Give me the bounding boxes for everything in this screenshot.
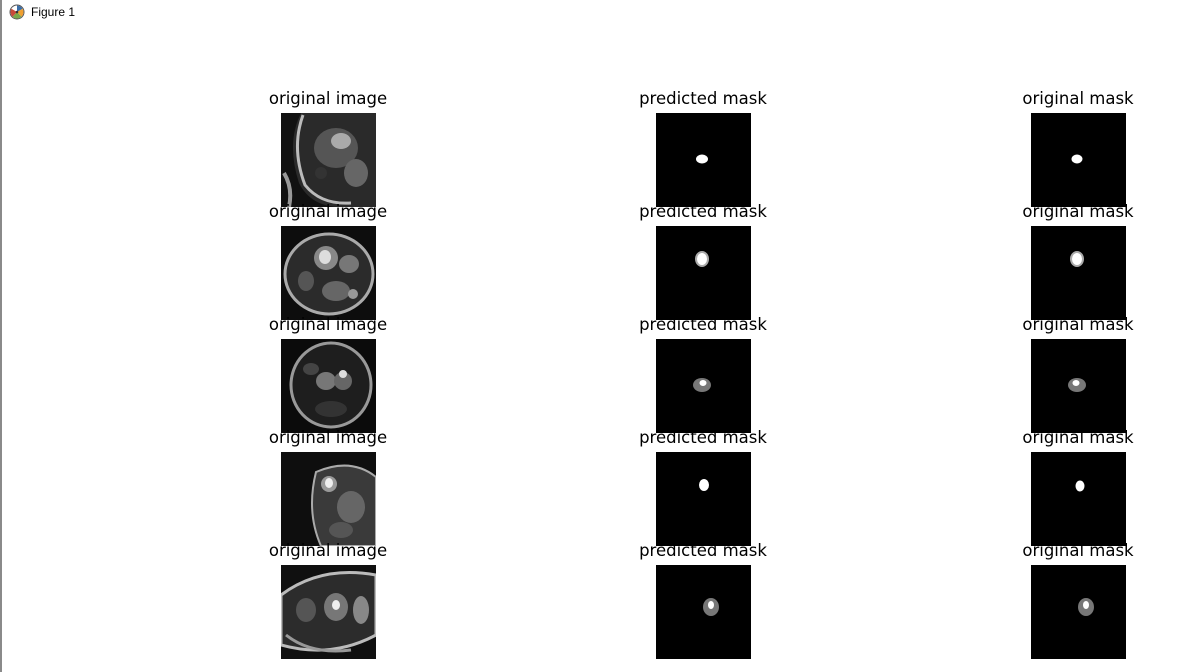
subplot-title: original mask	[1022, 202, 1134, 221]
subplot-title: predicted mask	[639, 202, 767, 221]
original-mask-image	[1031, 226, 1126, 320]
figure-canvas: original image predicted mask original m…	[0, 26, 1189, 672]
title-bar[interactable]: Figure 1	[2, 0, 1189, 26]
subplot-title: predicted mask	[639, 428, 767, 447]
window-border	[0, 0, 2, 672]
subplot-title: original image	[268, 315, 388, 334]
mri-image	[281, 226, 376, 320]
predicted-mask-image	[656, 339, 751, 433]
subplot-title: original mask	[1022, 428, 1134, 447]
subplot-title: original image	[268, 541, 388, 560]
subplot-title: original image	[268, 428, 388, 447]
mri-image	[281, 113, 376, 207]
mri-image	[281, 452, 376, 546]
subplot-title: original image	[268, 202, 388, 221]
subplot-title: predicted mask	[639, 315, 767, 334]
original-mask-image	[1031, 565, 1126, 659]
original-mask-image	[1031, 113, 1126, 207]
subplot-title: original mask	[1022, 89, 1134, 108]
predicted-mask-image	[656, 452, 751, 546]
matplotlib-icon	[9, 4, 25, 20]
mri-image	[281, 565, 376, 659]
subplot-title: original image	[268, 89, 388, 108]
original-mask-image	[1031, 339, 1126, 433]
window-title: Figure 1	[31, 5, 76, 19]
original-mask-image	[1031, 452, 1126, 546]
subplot-title: predicted mask	[639, 541, 767, 560]
predicted-mask-image	[656, 565, 751, 659]
mri-image	[281, 339, 376, 433]
predicted-mask-image	[656, 113, 751, 207]
subplot-title: original mask	[1022, 541, 1134, 560]
subplot-title: predicted mask	[639, 89, 767, 108]
predicted-mask-image	[656, 226, 751, 320]
subplot-title: original mask	[1022, 315, 1134, 334]
